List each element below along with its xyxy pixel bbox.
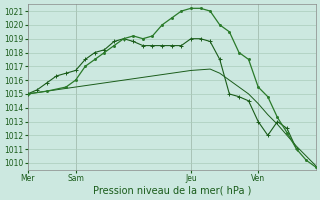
X-axis label: Pression niveau de la mer( hPa ): Pression niveau de la mer( hPa ) xyxy=(92,186,251,196)
